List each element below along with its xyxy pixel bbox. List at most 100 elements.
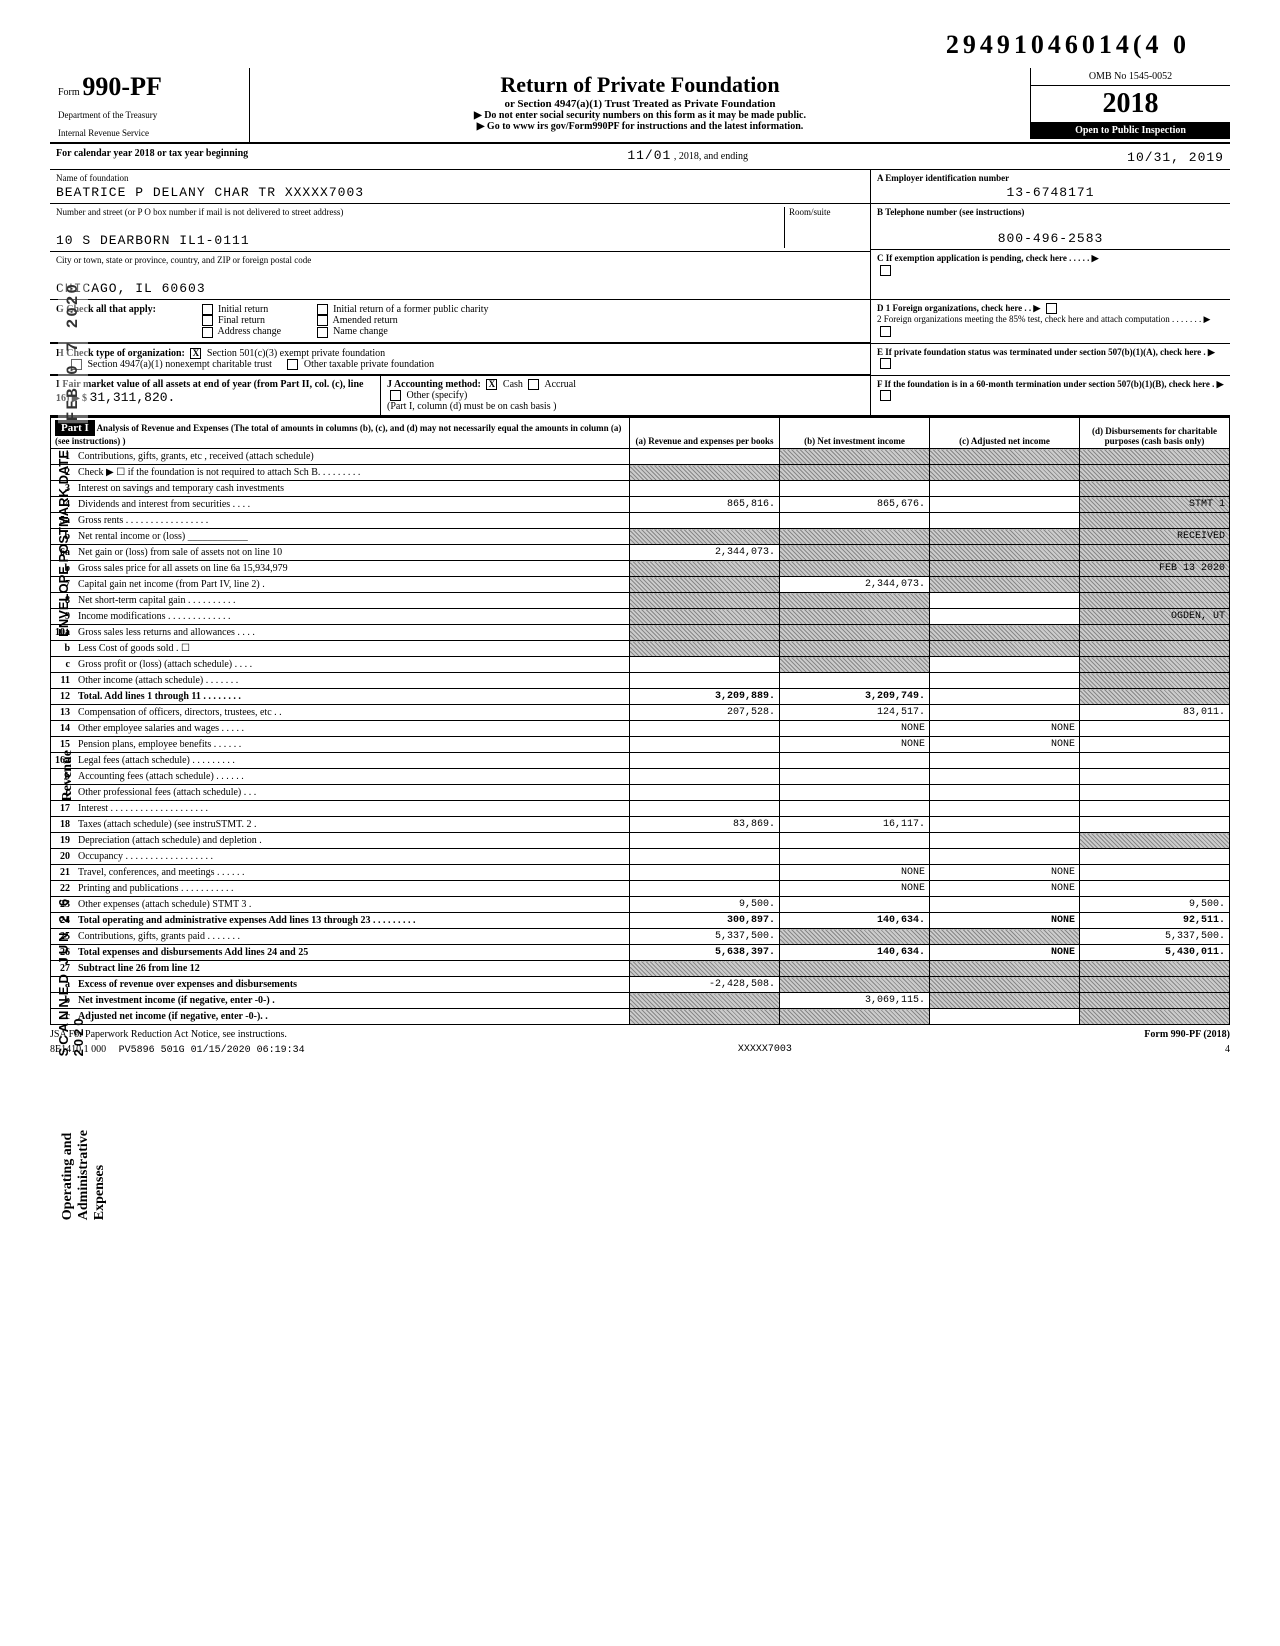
fmv-value: 31,311,820. <box>90 390 176 405</box>
form-title: Return of Private Foundation <box>258 72 1022 98</box>
j-other: Other (specify) <box>407 390 468 401</box>
amended-return-checkbox[interactable] <box>317 315 328 326</box>
accrual-checkbox[interactable] <box>528 379 539 390</box>
final-return-checkbox[interactable] <box>202 315 213 326</box>
ein-label: A Employer identification number <box>877 173 1224 183</box>
table-row: 13Compensation of officers, directors, t… <box>51 705 1230 721</box>
table-row: aExcess of revenue over expenses and dis… <box>51 977 1230 993</box>
d1-label: D 1 Foreign organizations, check here . … <box>877 303 1040 313</box>
initial-return-checkbox[interactable] <box>202 304 213 315</box>
feb-07-stamp: FEB 0 7 2020 <box>58 280 88 423</box>
table-row: 22Printing and publications . . . . . . … <box>51 881 1230 897</box>
exemption-checkbox[interactable] <box>880 265 891 276</box>
goto-url: ▶ Go to www irs gov/Form990PF for instru… <box>258 121 1022 132</box>
table-row: 9Income modifications . . . . . . . . . … <box>51 609 1230 625</box>
foundation-name: BEATRICE P DELANY CHAR TR XXXXX7003 <box>56 185 864 200</box>
foundation-info: Name of foundation BEATRICE P DELANY CHA… <box>50 170 1230 300</box>
ein-value: 13-6748171 <box>877 185 1224 200</box>
form-number: 990-PF <box>82 72 161 101</box>
form-990pf-footer: Form 990-PF (2018) <box>1144 1029 1230 1040</box>
table-row: 24Total operating and administrative exp… <box>51 913 1230 929</box>
form-prefix: Form <box>58 87 80 98</box>
other-method-checkbox[interactable] <box>390 390 401 401</box>
g-opt-4: Amended return <box>333 315 398 326</box>
h-opt-1: Section 4947(a)(1) nonexempt charitable … <box>88 359 272 370</box>
period-end: 10/31, 2019 <box>1127 150 1224 165</box>
ssn-warning: ▶ Do not enter social security numbers o… <box>258 110 1022 121</box>
j-accrual: Accrual <box>544 379 576 390</box>
table-row: 7Capital gain net income (from Part IV, … <box>51 577 1230 593</box>
table-row: bAccounting fees (attach schedule) . . .… <box>51 769 1230 785</box>
phone-label: B Telephone number (see instructions) <box>877 207 1224 217</box>
table-row: 18Taxes (attach schedule) (see instruSTM… <box>51 817 1230 833</box>
status-terminated-checkbox[interactable] <box>880 358 891 369</box>
table-row: 15Pension plans, employee benefits . . .… <box>51 737 1230 753</box>
j-cash: Cash <box>503 379 523 390</box>
table-row: 10aGross sales less returns and allowanc… <box>51 625 1230 641</box>
table-row: 12Total. Add lines 1 through 11 . . . . … <box>51 689 1230 705</box>
table-row: 5aGross rents . . . . . . . . . . . . . … <box>51 513 1230 529</box>
foreign-org-checkbox[interactable] <box>1046 303 1057 314</box>
scanned-stamp: SCANNED JUN 2 6 2020 <box>56 850 86 1056</box>
g-opt-3: Initial return of a former public charit… <box>333 304 489 315</box>
exemption-label: C If exemption application is pending, c… <box>877 253 1224 264</box>
g-opt-2: Address change <box>217 326 281 337</box>
col-c-header: (c) Adjusted net income <box>930 418 1080 449</box>
h-opt-0: Section 501(c)(3) exempt private foundat… <box>207 348 385 359</box>
table-row: bNet rental income or (loss) ___________… <box>51 529 1230 545</box>
public-inspection: Open to Public Inspection <box>1031 122 1230 139</box>
revenue-label: Revenue <box>60 750 76 801</box>
address-change-checkbox[interactable] <box>202 327 213 338</box>
table-row: 4Dividends and interest from securities … <box>51 497 1230 513</box>
table-row: 19Depreciation (attach schedule) and dep… <box>51 833 1230 849</box>
name-change-checkbox[interactable] <box>317 327 328 338</box>
foreign-85-checkbox[interactable] <box>880 326 891 337</box>
table-row: cAdjusted net income (if negative, enter… <box>51 1009 1230 1025</box>
dept-treasury: Department of the Treasury <box>58 110 241 120</box>
table-row: 8Net short-term capital gain . . . . . .… <box>51 593 1230 609</box>
col-d-header: (d) Disbursements for charitable purpose… <box>1080 418 1230 449</box>
j-note: (Part I, column (d) must be on cash basi… <box>387 401 556 412</box>
city-label: City or town, state or province, country… <box>56 255 864 265</box>
period-mid: , 2018, and ending <box>674 151 748 162</box>
city-state-zip: CHICAGO, IL 60603 <box>56 281 864 296</box>
table-row: 11Other income (attach schedule) . . . .… <box>51 673 1230 689</box>
phone-value: 800-496-2583 <box>877 231 1224 246</box>
page-number: 4 <box>1225 1044 1230 1056</box>
room-label: Room/suite <box>789 207 864 217</box>
e-label: E If private foundation status was termi… <box>877 347 1215 357</box>
g-opt-1: Final return <box>218 315 265 326</box>
table-row: 6aNet gain or (loss) from sale of assets… <box>51 545 1230 561</box>
j-label: J Accounting method: <box>387 379 481 390</box>
table-row: bGross sales price for all assets on lin… <box>51 561 1230 577</box>
part1-title: Analysis of Revenue and Expenses (The to… <box>55 423 621 446</box>
street-address: 10 S DEARBORN IL1-0111 <box>56 233 784 248</box>
g-opt-5: Name change <box>333 326 388 337</box>
table-row: 21Travel, conferences, and meetings . . … <box>51 865 1230 881</box>
footer-xxxxx: XXXXX7003 <box>738 1044 792 1056</box>
table-row: 27Subtract line 26 from line 12 <box>51 961 1230 977</box>
table-row: bLess Cost of goods sold . ☐ <box>51 641 1230 657</box>
name-label: Name of foundation <box>56 173 864 183</box>
feb-stamp: FEB 13 2020 <box>1080 561 1230 577</box>
table-row: 14Other employee salaries and wages . . … <box>51 721 1230 737</box>
table-row: 16aLegal fees (attach schedule) . . . . … <box>51 753 1230 769</box>
table-row: 1Contributions, gifts, grants, etc , rec… <box>51 449 1230 465</box>
received-stamp: RECEIVED <box>1080 529 1230 545</box>
ogden-stamp: OGDEN, UT <box>1080 609 1230 625</box>
501c3-checkbox[interactable]: X <box>190 348 201 359</box>
g-opt-0: Initial return <box>218 304 268 315</box>
table-row: 25Contributions, gifts, grants paid . . … <box>51 929 1230 945</box>
table-row: 2Check ▶ ☐ if the foundation is not requ… <box>51 465 1230 481</box>
table-row: 17Interest . . . . . . . . . . . . . . .… <box>51 801 1230 817</box>
table-row: 26Total expenses and disbursements Add l… <box>51 945 1230 961</box>
60month-checkbox[interactable] <box>880 390 891 401</box>
form-header: Form 990-PF Department of the Treasury I… <box>50 68 1230 144</box>
other-taxable-checkbox[interactable] <box>287 359 298 370</box>
table-row: 23Other expenses (attach schedule) STMT … <box>51 897 1230 913</box>
table-row: cOther professional fees (attach schedul… <box>51 785 1230 801</box>
former-charity-checkbox[interactable] <box>317 304 328 315</box>
cash-checkbox[interactable]: X <box>486 379 497 390</box>
omb-number: OMB No 1545-0052 <box>1031 68 1230 86</box>
document-number: 29491046014(4 0 <box>50 30 1190 60</box>
